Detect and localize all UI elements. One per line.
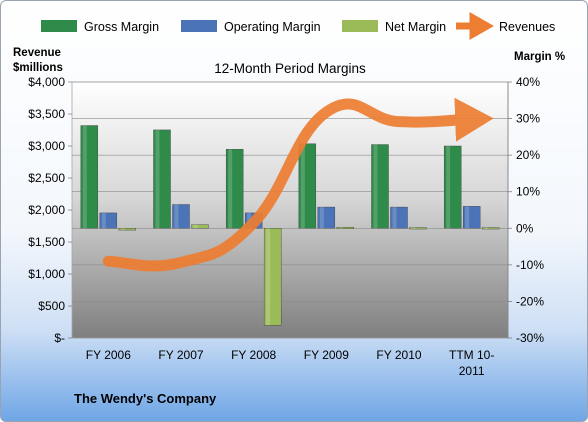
y-left-tick-label: $1,500 <box>28 235 65 249</box>
axes: 40% 30% 20% 10% 0% -10% -20% -30% $4,000 $3,500 $3… <box>28 75 544 378</box>
bar-gross-margin <box>80 125 99 229</box>
bar-highlight <box>82 125 87 229</box>
bar-net-margin <box>118 228 137 231</box>
bar-operating-margin <box>317 206 336 229</box>
x-tick-label: FY 2010 <box>376 348 421 362</box>
y-right-tick-label: 10% <box>516 185 540 199</box>
x-tick-label: 2011 <box>459 364 485 378</box>
bar-highlight <box>266 228 271 326</box>
y-left-label-line1: Revenue <box>13 47 61 59</box>
company-name: The Wendy's Company <box>74 391 217 406</box>
bar-highlight <box>392 207 397 229</box>
bar-gross-margin <box>443 145 462 229</box>
x-tick-label: TTM 10- <box>449 348 494 362</box>
legend-swatch <box>342 20 378 32</box>
bar-highlight <box>411 227 416 230</box>
bar-net-margin <box>191 224 209 229</box>
bar-highlight <box>174 204 179 229</box>
bar-highlight <box>465 206 470 229</box>
y-left-tick-label: $500 <box>38 299 65 313</box>
legend: Gross Margin Operating Margin Net Margin Re… <box>41 12 555 40</box>
bar-highlight <box>484 227 489 230</box>
bar-gross-margin <box>371 144 389 229</box>
y-right-tick-label: -20% <box>516 294 544 308</box>
bar-highlight <box>193 224 198 229</box>
y-right-tick-label: -30% <box>516 331 544 345</box>
bar-net-margin <box>481 227 500 230</box>
grid <box>72 81 508 339</box>
chart-title: 12-Month Period Margins <box>214 61 366 76</box>
bar-gross-margin <box>298 143 317 229</box>
legend-swatch <box>181 20 217 32</box>
bar-gross-margin <box>225 149 244 229</box>
y-left-tick-label: $4,000 <box>28 75 65 89</box>
bar-operating-margin <box>390 206 408 229</box>
bar-gross-margin <box>153 129 171 229</box>
bar-highlight <box>155 129 160 229</box>
x-tick-label: FY 2006 <box>86 348 131 362</box>
bar-highlight <box>300 143 305 229</box>
bars <box>80 125 500 326</box>
bar-highlight <box>338 227 343 229</box>
y-right-label: Margin % <box>514 51 565 63</box>
bar-net-margin <box>409 227 427 230</box>
y-left-tick-label: $2,000 <box>28 203 65 217</box>
y-right-tick-label: 40% <box>516 75 540 89</box>
y-right-tick-label: -10% <box>516 258 544 272</box>
y-left-tick-label: $- <box>54 331 65 345</box>
y-left-tick-label: $1,000 <box>28 267 65 281</box>
y-right-tick-label: 20% <box>516 148 540 162</box>
y-right-tick-label: 0% <box>516 221 534 235</box>
x-tick-label: FY 2008 <box>231 348 276 362</box>
bar-net-margin <box>336 226 355 229</box>
bar-highlight <box>120 228 125 231</box>
legend-label: Gross Margin <box>84 20 159 34</box>
y-left-tick-label: $2,500 <box>28 171 65 185</box>
y-right-tick-label: 30% <box>516 112 540 126</box>
bar-highlight <box>319 207 324 229</box>
y-left-tick-label: $3,500 <box>28 107 65 121</box>
bar-highlight <box>373 144 378 229</box>
legend-label: Operating Margin <box>224 20 321 34</box>
bar-highlight <box>228 149 233 229</box>
bar-operating-margin <box>462 206 481 229</box>
y-left-tick-label: $3,000 <box>28 139 65 153</box>
x-tick-label: FY 2009 <box>304 348 349 362</box>
bar-highlight <box>101 212 106 229</box>
bar-operating-margin <box>99 212 118 229</box>
revenue-line <box>102 97 494 272</box>
bar-net-margin <box>263 228 282 326</box>
legend-label: Revenues <box>499 20 555 34</box>
bar-highlight <box>446 146 451 229</box>
bar-operating-margin <box>172 204 190 229</box>
legend-label: Net Margin <box>385 20 446 34</box>
legend-swatch <box>41 20 77 32</box>
y-left-label-line2: $millions <box>13 62 63 74</box>
x-tick-label: FY 2007 <box>158 348 203 362</box>
